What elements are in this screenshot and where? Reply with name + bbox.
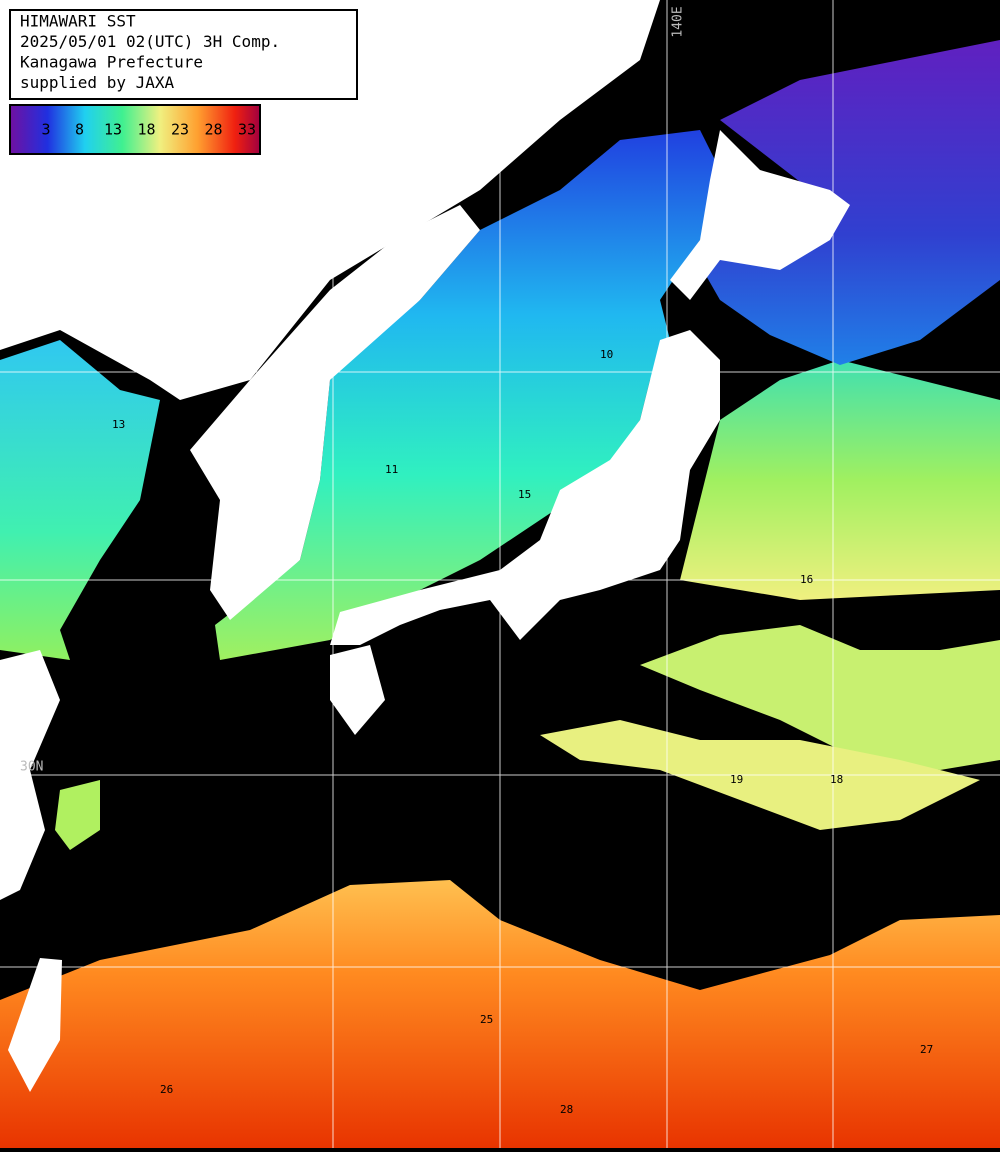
- contour-label: 19: [730, 773, 743, 786]
- contour-label: 25: [480, 1013, 493, 1026]
- title-line: supplied by JAXA: [20, 73, 174, 92]
- colorbar-label: 28: [204, 121, 222, 139]
- honshu: [330, 330, 720, 645]
- sea-patch: [55, 780, 100, 850]
- contour-label: 26: [160, 1083, 173, 1096]
- colorbar-label: 23: [171, 121, 189, 139]
- contour-label: 27: [920, 1043, 933, 1056]
- lat-label: 30N: [20, 760, 43, 775]
- contour-label: 13: [112, 418, 125, 431]
- colorbar-labels: 3 8 13 18 23 28 33: [41, 121, 256, 139]
- colorbar-label: 3: [41, 121, 50, 139]
- sea-of-japan: [215, 130, 720, 660]
- hokkaido: [670, 130, 850, 300]
- colorbar-label: 13: [104, 121, 122, 139]
- okhotsk: [700, 40, 1000, 365]
- lon-label: 140E: [671, 6, 686, 37]
- sea-patch: [640, 625, 1000, 770]
- title-line: HIMAWARI SST: [20, 12, 136, 31]
- colorbar-label: 8: [75, 121, 84, 139]
- taiwan: [8, 958, 62, 1092]
- colorbar-label: 33: [238, 121, 256, 139]
- colorbar: [9, 104, 261, 155]
- title-line: Kanagawa Prefecture: [20, 53, 203, 72]
- contour-label: 10: [600, 348, 613, 361]
- contour-label: 15: [518, 488, 531, 501]
- title-line: 2025/05/01 02(UTC) 3H Comp.: [20, 32, 280, 51]
- kyushu: [330, 645, 385, 735]
- contour-label: 11: [385, 463, 398, 476]
- contour-label: 18: [830, 773, 843, 786]
- pacific-east: [680, 360, 1000, 600]
- title-box: [9, 9, 358, 100]
- korea: [190, 205, 480, 620]
- contour-labels: 10 11 13 15 16 18 19 25 26 27 28: [112, 348, 933, 1116]
- colorbar-label: 18: [137, 121, 155, 139]
- contour-label: 16: [800, 573, 813, 586]
- contour-label: 28: [560, 1103, 573, 1116]
